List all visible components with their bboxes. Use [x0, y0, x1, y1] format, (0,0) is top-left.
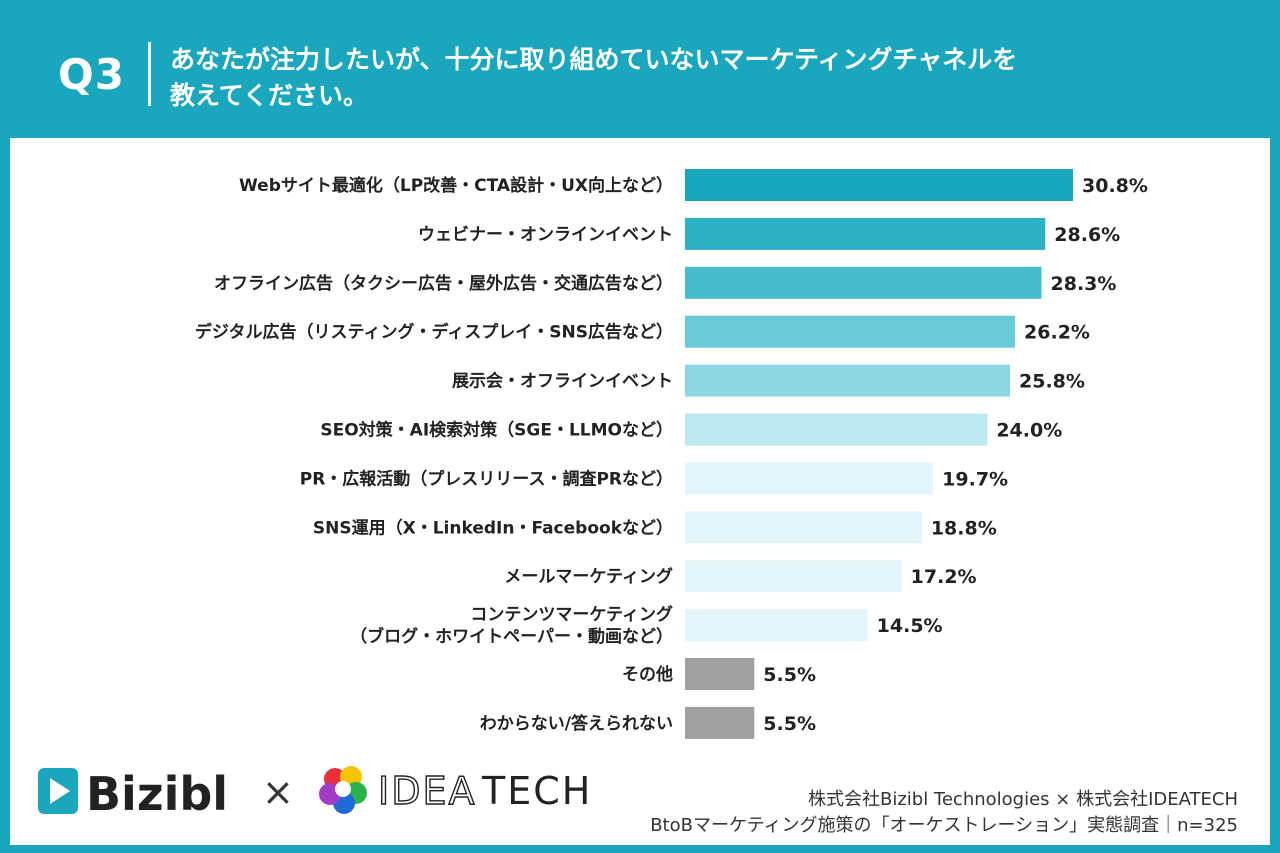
bizibl-logo: Bizibl: [38, 762, 248, 826]
category-label-8: メールマーケティング: [504, 566, 673, 587]
value-label-5: 24.0%: [996, 420, 1062, 442]
bar-3: [685, 315, 1016, 348]
bar-5: [685, 413, 988, 446]
question-line-1: あなたが注力したいが、十分に取り組めていないマーケティングチャネルを: [170, 45, 1018, 74]
bar-4: [685, 364, 1011, 397]
ideatech-logo: IDEA TECH: [318, 762, 608, 826]
category-label-9-0: コンテンツマーケティング: [470, 604, 673, 625]
header: Q3 あなたが注力したいが、十分に取り組めていないマーケティングチャネルを 教え…: [0, 0, 1280, 138]
bar-6: [685, 462, 934, 495]
ideatech-logo-text-a: IDEA: [378, 769, 476, 813]
category-label-5: SEO対策・AI検索対策（SGE・LLMOなど）: [320, 420, 673, 441]
question-line-2: 教えてください。: [170, 81, 369, 110]
footer-survey-info: BtoBマーケティング施策の「オーケストレーション」実態調査｜n=325: [650, 815, 1238, 836]
bar-9: [685, 609, 868, 642]
category-label-6: PR・広報活動（プレスリリース・調査PRなど）: [300, 468, 673, 489]
ideatech-mark-icon: [319, 766, 367, 814]
value-label-1: 28.6%: [1054, 224, 1120, 246]
value-label-2: 28.3%: [1051, 273, 1117, 295]
category-label-9-1: （ブログ・ホワイトペーパー・動画など）: [350, 626, 673, 647]
footer-credit: 株式会社Bizibl Technologies × 株式会社IDEATECH: [807, 789, 1238, 810]
header-divider: [148, 42, 151, 106]
category-label-11: わからない/答えられない: [480, 713, 673, 734]
category-label-10: その他: [622, 664, 673, 685]
category-label-7: SNS運用（X・LinkedIn・Facebookなど）: [313, 517, 673, 538]
ideatech-logo-text-b: TECH: [481, 769, 592, 813]
bar-8: [685, 560, 902, 593]
chart-panel: [10, 138, 1270, 845]
bar-10: [685, 658, 755, 690]
question-text: あなたが注力したいが、十分に取り組めていないマーケティングチャネルを 教えてくだ…: [170, 42, 1170, 114]
bar-0: [685, 169, 1073, 201]
value-label-11: 5.5%: [763, 713, 816, 735]
category-label-2: オフライン広告（タクシー広告・屋外広告・交通広告など）: [214, 273, 673, 294]
bar-7: [685, 511, 922, 544]
value-label-8: 17.2%: [911, 566, 977, 588]
value-label-9: 14.5%: [877, 615, 943, 637]
category-label-1: ウェビナー・オンラインイベント: [418, 225, 673, 245]
value-label-10: 5.5%: [763, 664, 816, 686]
question-number: Q3: [58, 50, 125, 99]
value-label-7: 18.8%: [931, 517, 997, 539]
bizibl-logo-text: Bizibl: [86, 767, 228, 821]
value-label-0: 30.8%: [1082, 175, 1148, 197]
bar-2: [685, 266, 1042, 299]
bar-11: [685, 706, 755, 739]
value-label-6: 19.7%: [942, 468, 1008, 490]
category-label-4: 展示会・オフラインイベント: [452, 371, 673, 392]
value-label-3: 26.2%: [1024, 322, 1090, 344]
collab-times: ×: [262, 770, 294, 814]
category-label-0: Webサイト最適化（LP改善・CTA設計・UX向上など）: [239, 175, 673, 196]
category-label-3: デジタル広告（リスティング・ディスプレイ・SNS広告など）: [195, 322, 673, 343]
value-label-4: 25.8%: [1019, 371, 1085, 393]
bar-1: [685, 217, 1046, 250]
